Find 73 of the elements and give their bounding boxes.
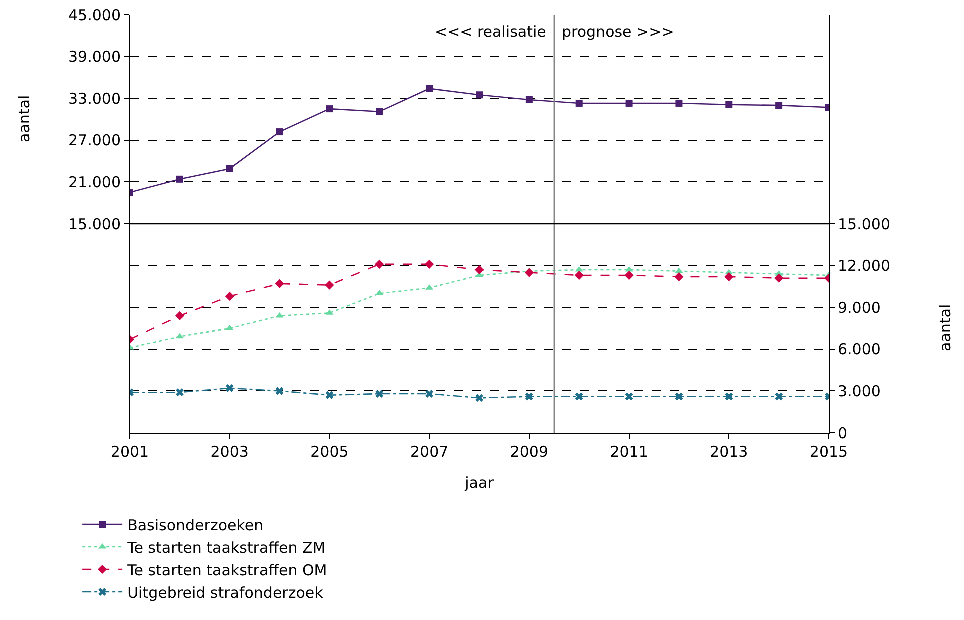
point [574, 271, 584, 280]
point [376, 108, 384, 116]
y-tick-label: 45.000 [68, 6, 121, 24]
y2-tick-label: 6.000 [838, 340, 881, 359]
point [226, 165, 234, 172]
point [176, 333, 184, 339]
point [725, 392, 734, 401]
x-tick-label: 2001 [110, 443, 150, 461]
point [476, 92, 483, 99]
annotation: prognose >>> [562, 23, 674, 41]
x-tick-label: 2007 [410, 443, 449, 461]
y2-axis-title: aantal [936, 304, 954, 352]
point [176, 176, 184, 183]
y-axis-title: aantal [16, 95, 34, 142]
point [325, 280, 334, 290]
point [525, 392, 534, 401]
y-tick-label: 21.000 [68, 173, 121, 192]
y-tick-label: 39.000 [68, 48, 121, 66]
y-tick-label: 15.000 [68, 215, 121, 234]
point [776, 102, 783, 110]
point [275, 279, 284, 288]
point [575, 266, 584, 272]
point [426, 390, 434, 398]
legend-label: Te starten taakstraffen ZM [126, 538, 326, 557]
point [624, 271, 634, 280]
point [476, 394, 484, 402]
y2-tick-label: 3.000 [838, 382, 881, 400]
point [326, 391, 334, 400]
point [425, 260, 434, 269]
point [625, 392, 634, 401]
legend-label: Te starten taakstraffen OM [126, 561, 328, 580]
point [675, 268, 684, 274]
point [176, 388, 184, 397]
point [676, 100, 683, 107]
point [626, 100, 633, 107]
point [524, 268, 534, 278]
x-tick-label: 2003 [210, 443, 249, 461]
point [376, 390, 384, 398]
point [276, 128, 284, 136]
point [326, 106, 334, 113]
point [225, 292, 234, 301]
y2-tick-label: 15.000 [838, 215, 890, 234]
point [175, 311, 184, 321]
x-tick-label: 2009 [510, 443, 549, 461]
legend-label: Basisonderzoeken [128, 516, 264, 534]
y2-tick-label: 12.000 [838, 257, 890, 276]
point [375, 260, 384, 269]
point [674, 272, 684, 282]
point [426, 85, 434, 92]
x-tick-label: 2005 [310, 443, 349, 461]
point [625, 266, 634, 272]
y2-tick-label: 0 [838, 424, 848, 442]
point [276, 387, 284, 396]
point [576, 100, 583, 107]
x-tick-label: 2011 [610, 443, 648, 461]
point [774, 274, 784, 283]
point [675, 392, 684, 401]
point [575, 392, 584, 401]
point [474, 265, 484, 275]
legend-label: Uitgebreid strafonderzoek [128, 584, 324, 602]
y-tick-label: 27.000 [68, 132, 121, 150]
x-axis-title: jaar [464, 474, 495, 492]
point [276, 312, 284, 318]
point [775, 392, 784, 401]
y-tick-label: 33.000 [68, 90, 121, 108]
point [226, 384, 234, 392]
annotation: <<< realisatie [435, 23, 546, 41]
x-tick-label: 2013 [710, 443, 748, 461]
point [726, 101, 733, 108]
y2-tick-label: 9.000 [838, 298, 881, 317]
point [724, 272, 734, 282]
point [526, 96, 533, 104]
x-tick-label: 2015 [810, 443, 848, 461]
